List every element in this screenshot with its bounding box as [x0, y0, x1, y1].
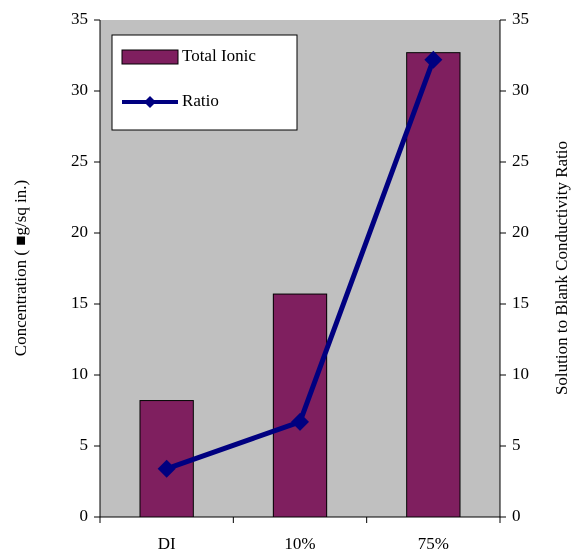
- x-tick-label: 75%: [418, 534, 449, 553]
- marker: [157, 459, 176, 478]
- y-tick-label: 35: [71, 9, 88, 28]
- legend-label: Total Ionic: [182, 46, 256, 65]
- y-tick-label: 25: [71, 151, 88, 170]
- marker: [291, 412, 309, 431]
- bar: [406, 52, 461, 518]
- y-tick-label: 0: [80, 506, 89, 525]
- y-tick-label: 5: [80, 435, 89, 454]
- y2-tick-label: 15: [512, 293, 529, 312]
- x-tick-label: DI: [158, 534, 176, 553]
- legend-swatch: [121, 49, 179, 65]
- y2-tick-label: 35: [512, 9, 529, 28]
- bar: [272, 293, 328, 518]
- y2-tick-label: 30: [512, 80, 529, 99]
- bar: [139, 400, 194, 518]
- y2-tick-label: 10: [512, 364, 529, 383]
- y2-tick-label: 0: [512, 506, 521, 525]
- y-axis-label: Concentration ( ■g/sq in.): [11, 180, 30, 356]
- legend-marker: [144, 96, 156, 108]
- y-tick-label: 30: [71, 80, 88, 99]
- y2-tick-label: 5: [512, 435, 521, 454]
- y2-axis-label: Solution to Blank Conductivity Ratio: [552, 141, 571, 395]
- y2-tick-label: 25: [512, 151, 529, 170]
- legend-label: Ratio: [182, 91, 219, 110]
- x-tick-label: 10%: [284, 534, 315, 553]
- y-tick-label: 15: [71, 293, 88, 312]
- y-tick-label: 20: [71, 222, 88, 241]
- marker: [424, 50, 443, 69]
- y2-tick-label: 20: [512, 222, 529, 241]
- y-tick-label: 10: [71, 364, 88, 383]
